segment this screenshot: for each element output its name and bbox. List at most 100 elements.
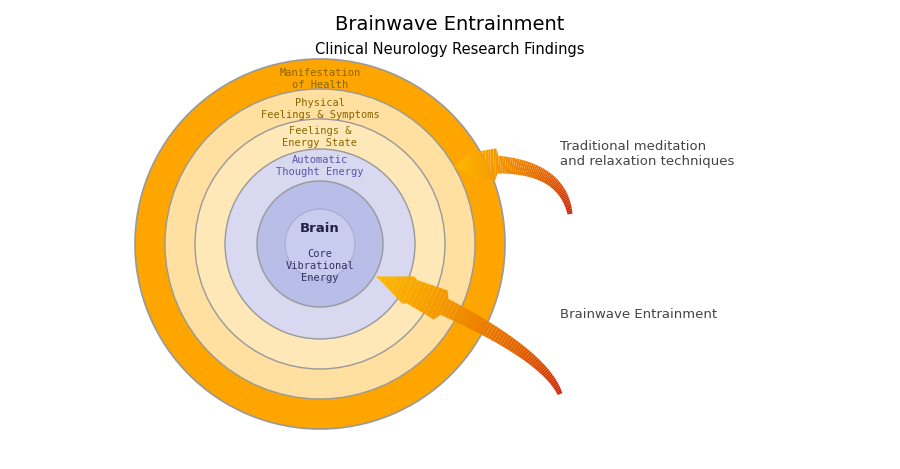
Polygon shape bbox=[531, 358, 540, 367]
Circle shape bbox=[285, 209, 355, 279]
Polygon shape bbox=[556, 188, 564, 194]
Polygon shape bbox=[557, 189, 565, 195]
Polygon shape bbox=[423, 286, 439, 315]
Polygon shape bbox=[474, 150, 478, 180]
Polygon shape bbox=[509, 340, 519, 352]
Polygon shape bbox=[548, 177, 556, 186]
Polygon shape bbox=[529, 356, 538, 366]
Polygon shape bbox=[430, 289, 447, 319]
Circle shape bbox=[195, 119, 445, 369]
Polygon shape bbox=[418, 285, 435, 313]
Polygon shape bbox=[539, 169, 546, 181]
Polygon shape bbox=[554, 387, 561, 391]
Polygon shape bbox=[552, 382, 558, 387]
Circle shape bbox=[225, 149, 415, 339]
Polygon shape bbox=[500, 156, 503, 174]
Polygon shape bbox=[518, 160, 524, 175]
Polygon shape bbox=[492, 148, 496, 181]
Polygon shape bbox=[395, 276, 409, 300]
Polygon shape bbox=[544, 174, 552, 184]
Circle shape bbox=[135, 59, 505, 429]
Polygon shape bbox=[500, 333, 509, 346]
Polygon shape bbox=[560, 193, 568, 198]
Polygon shape bbox=[510, 158, 516, 174]
Text: Automatic
Thought Energy: Automatic Thought Energy bbox=[276, 155, 364, 177]
Polygon shape bbox=[535, 362, 543, 370]
Polygon shape bbox=[514, 344, 524, 356]
Polygon shape bbox=[544, 372, 552, 378]
Polygon shape bbox=[533, 360, 541, 369]
Polygon shape bbox=[567, 210, 572, 213]
Polygon shape bbox=[537, 168, 544, 180]
Polygon shape bbox=[531, 165, 537, 178]
Polygon shape bbox=[445, 301, 455, 318]
Text: Brainwave Entrainment: Brainwave Entrainment bbox=[336, 15, 564, 33]
Polygon shape bbox=[538, 365, 546, 373]
Polygon shape bbox=[507, 339, 517, 351]
Polygon shape bbox=[482, 150, 486, 179]
Polygon shape bbox=[542, 171, 549, 182]
Polygon shape bbox=[557, 392, 562, 395]
Polygon shape bbox=[460, 159, 464, 172]
Polygon shape bbox=[479, 320, 490, 335]
Polygon shape bbox=[380, 276, 387, 284]
Polygon shape bbox=[465, 312, 476, 328]
Polygon shape bbox=[566, 208, 572, 211]
Polygon shape bbox=[469, 314, 480, 330]
Polygon shape bbox=[493, 329, 504, 343]
Polygon shape bbox=[524, 162, 530, 176]
Polygon shape bbox=[407, 280, 422, 306]
Polygon shape bbox=[567, 212, 572, 214]
Polygon shape bbox=[549, 378, 556, 384]
Polygon shape bbox=[519, 348, 528, 358]
Polygon shape bbox=[459, 309, 470, 325]
Polygon shape bbox=[411, 282, 427, 308]
Polygon shape bbox=[561, 195, 569, 200]
Polygon shape bbox=[399, 276, 414, 304]
Polygon shape bbox=[485, 150, 488, 179]
Polygon shape bbox=[488, 325, 498, 340]
Polygon shape bbox=[551, 179, 559, 188]
Polygon shape bbox=[402, 276, 418, 303]
Polygon shape bbox=[472, 316, 483, 332]
Polygon shape bbox=[455, 307, 466, 323]
Polygon shape bbox=[463, 157, 467, 174]
Polygon shape bbox=[491, 149, 493, 180]
Polygon shape bbox=[527, 355, 536, 364]
Polygon shape bbox=[553, 384, 559, 388]
Polygon shape bbox=[526, 353, 534, 363]
Polygon shape bbox=[563, 202, 571, 205]
Polygon shape bbox=[533, 166, 539, 179]
Polygon shape bbox=[553, 182, 561, 190]
Polygon shape bbox=[549, 178, 557, 187]
Polygon shape bbox=[565, 205, 572, 208]
Polygon shape bbox=[552, 181, 560, 189]
Polygon shape bbox=[564, 203, 571, 207]
Polygon shape bbox=[448, 303, 459, 320]
Polygon shape bbox=[520, 160, 526, 175]
Polygon shape bbox=[457, 162, 461, 170]
Polygon shape bbox=[559, 192, 567, 197]
Text: Brainwave Entrainment: Brainwave Entrainment bbox=[560, 308, 717, 320]
Polygon shape bbox=[495, 148, 499, 181]
Text: Feelings &
Energy State: Feelings & Energy State bbox=[283, 126, 357, 148]
Polygon shape bbox=[482, 322, 492, 336]
Text: Core
Vibrational
Energy: Core Vibrational Energy bbox=[285, 250, 355, 283]
Polygon shape bbox=[540, 367, 547, 374]
Polygon shape bbox=[392, 276, 403, 296]
Polygon shape bbox=[477, 151, 481, 178]
Polygon shape bbox=[454, 164, 457, 168]
Polygon shape bbox=[463, 310, 473, 327]
Polygon shape bbox=[558, 190, 566, 196]
Polygon shape bbox=[497, 331, 507, 344]
Polygon shape bbox=[517, 346, 526, 357]
Polygon shape bbox=[554, 385, 560, 390]
Polygon shape bbox=[526, 162, 532, 177]
Polygon shape bbox=[502, 335, 511, 348]
Polygon shape bbox=[485, 324, 495, 338]
Polygon shape bbox=[517, 159, 522, 175]
Polygon shape bbox=[376, 276, 382, 280]
Polygon shape bbox=[535, 166, 541, 179]
Polygon shape bbox=[563, 200, 570, 204]
Polygon shape bbox=[507, 157, 510, 174]
